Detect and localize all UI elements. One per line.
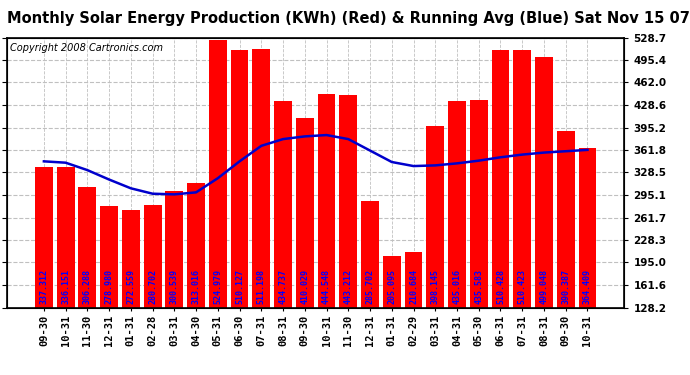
Bar: [230, 50, 248, 375]
Bar: [339, 95, 357, 375]
Bar: [35, 166, 53, 375]
Bar: [57, 167, 75, 375]
Text: 499.048: 499.048: [540, 269, 549, 304]
Text: 337.312: 337.312: [39, 269, 48, 304]
Text: 510.428: 510.428: [496, 269, 505, 304]
Bar: [404, 252, 422, 375]
Text: 510.423: 510.423: [518, 269, 526, 304]
Bar: [470, 100, 488, 375]
Text: 434.737: 434.737: [279, 269, 288, 304]
Bar: [100, 206, 118, 375]
Bar: [296, 117, 314, 375]
Text: 210.684: 210.684: [409, 269, 418, 304]
Text: 278.980: 278.980: [105, 269, 114, 304]
Text: 205.095: 205.095: [387, 269, 396, 304]
Text: 444.548: 444.548: [322, 269, 331, 304]
Text: 511.198: 511.198: [257, 269, 266, 304]
Bar: [166, 191, 184, 375]
Text: 390.387: 390.387: [561, 269, 570, 304]
Bar: [491, 50, 509, 375]
Text: Copyright 2008 Cartronics.com: Copyright 2008 Cartronics.com: [10, 43, 163, 53]
Text: 435.583: 435.583: [474, 269, 483, 304]
Bar: [253, 49, 270, 375]
Text: 285.702: 285.702: [366, 269, 375, 304]
Bar: [274, 101, 292, 375]
Text: 410.029: 410.029: [300, 269, 309, 304]
Text: 306.288: 306.288: [83, 269, 92, 304]
Bar: [578, 148, 596, 375]
Bar: [383, 256, 401, 375]
Text: 300.539: 300.539: [170, 269, 179, 304]
Bar: [317, 94, 335, 375]
Text: 336.151: 336.151: [61, 269, 70, 304]
Bar: [209, 40, 227, 375]
Bar: [187, 183, 205, 375]
Text: 398.145: 398.145: [431, 269, 440, 304]
Bar: [513, 50, 531, 375]
Bar: [361, 201, 379, 375]
Text: 272.559: 272.559: [126, 269, 135, 304]
Text: 524.979: 524.979: [213, 269, 222, 304]
Text: 313.016: 313.016: [192, 269, 201, 304]
Bar: [122, 210, 140, 375]
Text: 443.212: 443.212: [344, 269, 353, 304]
Bar: [79, 188, 97, 375]
Text: 435.016: 435.016: [453, 269, 462, 304]
Bar: [426, 126, 444, 375]
Bar: [557, 131, 575, 375]
Bar: [144, 205, 161, 375]
Text: 364.409: 364.409: [583, 269, 592, 304]
Bar: [535, 57, 553, 375]
Text: 510.127: 510.127: [235, 269, 244, 304]
Text: Monthly Solar Energy Production (KWh) (Red) & Running Avg (Blue) Sat Nov 15 07:1: Monthly Solar Energy Production (KWh) (R…: [7, 11, 690, 26]
Text: 280.702: 280.702: [148, 269, 157, 304]
Bar: [448, 100, 466, 375]
